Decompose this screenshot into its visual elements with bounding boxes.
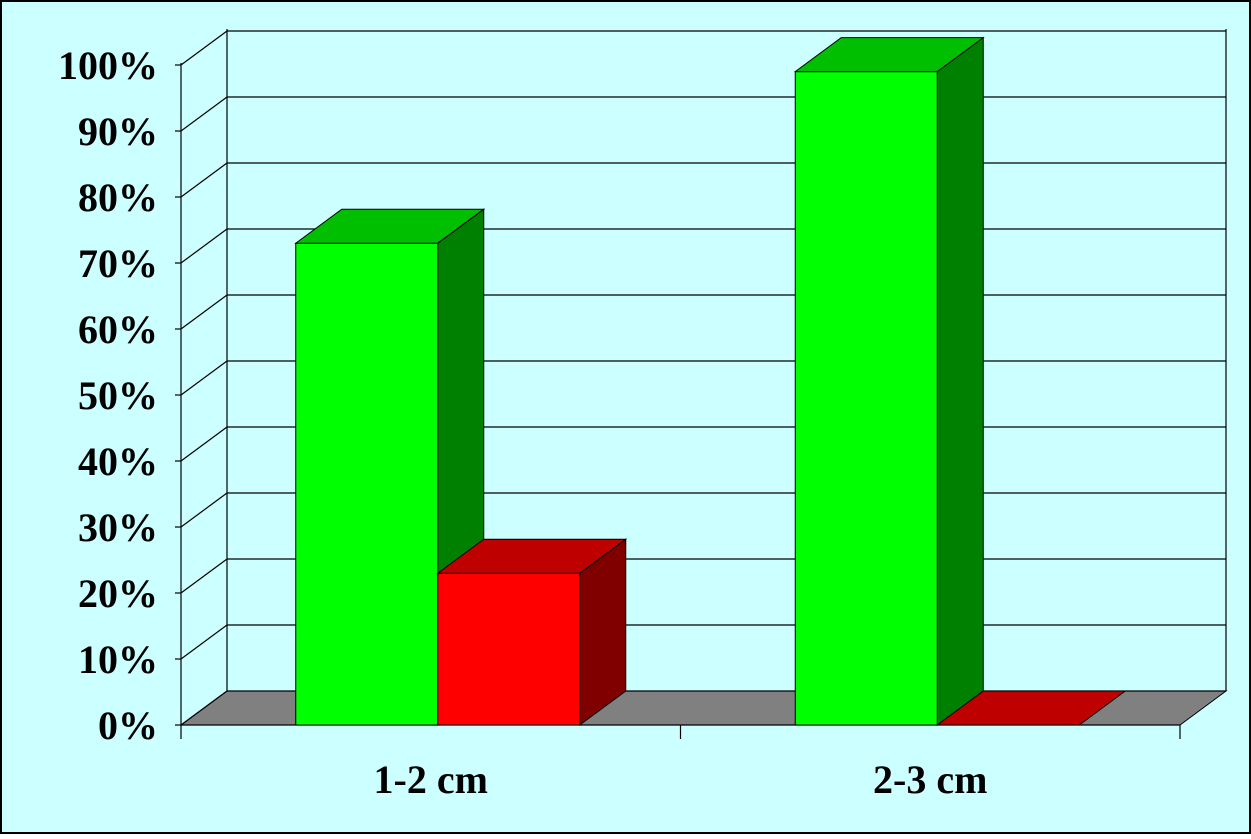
side-wall-line — [180, 624, 228, 660]
y-tick-label: 0% — [98, 703, 158, 748]
bar-1-2cm-s1-top — [436, 538, 628, 574]
side-wall-line — [180, 690, 228, 726]
side-wall-line — [180, 30, 228, 66]
bar-2-3cm-s1-top — [935, 690, 1127, 726]
bar-2-3cm-s0-side — [936, 36, 984, 726]
y-tick-label: 70% — [78, 241, 158, 286]
x-tick-label: 2-3 cm — [873, 757, 987, 802]
y-tick-label: 80% — [78, 175, 158, 220]
y-tick-label: 90% — [78, 109, 158, 154]
y-tick-label: 100% — [58, 43, 158, 88]
y-tick-label: 60% — [78, 307, 158, 352]
bar-1-2cm-s0 — [295, 242, 439, 726]
y-tick-label: 20% — [78, 571, 158, 616]
side-wall-line — [180, 360, 228, 396]
side-wall-line — [180, 294, 228, 330]
plot-area: 0% 10% 20% 30% 40% 50% 60% 70% 80% 90% 100% 1-2 cm 2… — [58, 29, 1228, 802]
y-tick-label: 10% — [78, 637, 158, 682]
bar-2-3cm-s0 — [794, 71, 938, 726]
y-tick-label: 30% — [78, 505, 158, 550]
bar-1-2cm-s0-top — [294, 208, 486, 244]
y-tick-label: 40% — [78, 439, 158, 484]
side-wall-line — [180, 228, 228, 264]
bar-2-3cm-s0-top — [793, 37, 985, 73]
bar-1-2cm-s1 — [437, 572, 581, 726]
side-wall-line — [180, 162, 228, 198]
y-tick-label: 50% — [78, 373, 158, 418]
side-wall-line — [180, 96, 228, 132]
side-wall-line — [180, 426, 228, 462]
x-tick-label: 1-2 cm — [374, 757, 488, 802]
side-wall-line — [180, 558, 228, 594]
side-wall-line — [180, 492, 228, 528]
